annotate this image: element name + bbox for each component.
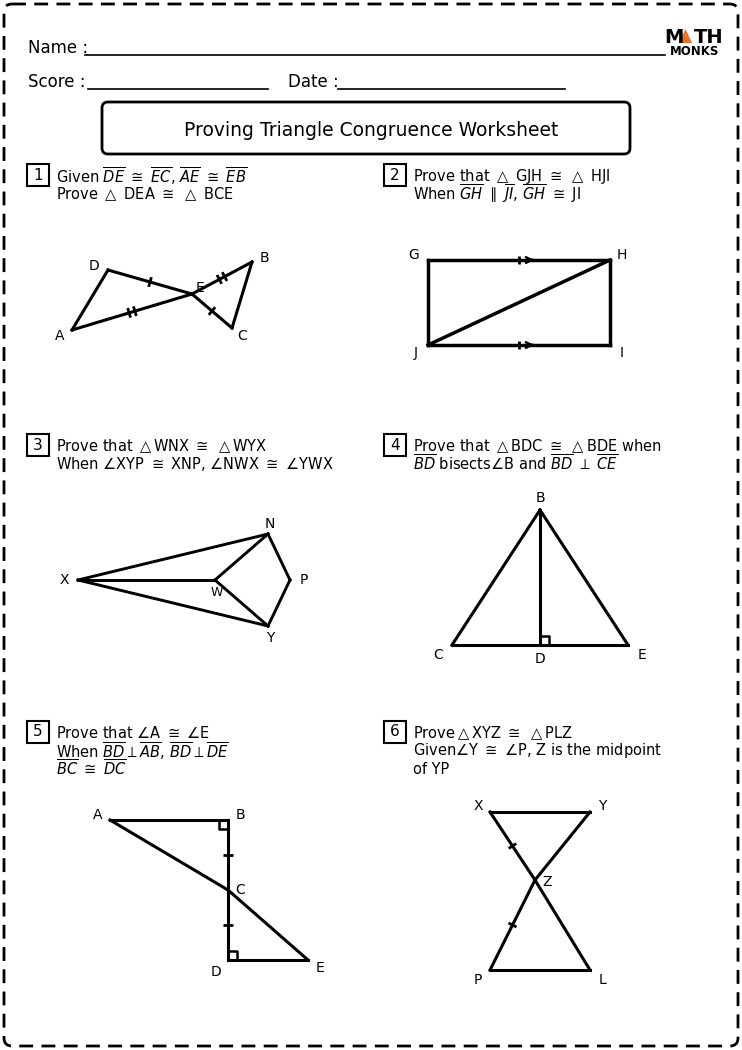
Text: Prove that $\triangle$ GJH $\cong$ $\triangle$ HJI: Prove that $\triangle$ GJH $\cong$ $\tri… <box>413 167 611 186</box>
Text: M: M <box>664 28 683 47</box>
Text: Prove $\triangle$ DEA $\cong$ $\triangle$ BCE: Prove $\triangle$ DEA $\cong$ $\triangle… <box>56 185 234 203</box>
FancyBboxPatch shape <box>102 102 630 154</box>
Text: D: D <box>211 965 221 979</box>
Text: W: W <box>211 587 223 600</box>
Text: C: C <box>433 648 443 662</box>
FancyBboxPatch shape <box>384 434 406 456</box>
Text: 1: 1 <box>33 168 43 183</box>
Text: B: B <box>259 251 269 265</box>
Text: Given $\overline{DE}$ $\cong$ $\overline{EC}$, $\overline{AE}$ $\cong$ $\overlin: Given $\overline{DE}$ $\cong$ $\overline… <box>56 165 247 187</box>
Text: A: A <box>93 808 102 822</box>
Text: Prove that $\triangle$BDC $\cong$ $\triangle$BDE when: Prove that $\triangle$BDC $\cong$ $\tria… <box>413 437 662 455</box>
Text: Score :: Score : <box>28 74 85 91</box>
Polygon shape <box>679 29 692 43</box>
Text: Prove that $\triangle$WNX $\cong$ $\triangle$WYX: Prove that $\triangle$WNX $\cong$ $\tria… <box>56 437 267 455</box>
FancyBboxPatch shape <box>27 721 49 743</box>
FancyBboxPatch shape <box>4 4 738 1046</box>
Text: J: J <box>414 346 418 360</box>
Text: Name :: Name : <box>28 39 88 57</box>
Text: Prove$\triangle$XYZ $\cong$ $\triangle$PLZ: Prove$\triangle$XYZ $\cong$ $\triangle$P… <box>413 724 573 742</box>
Text: B: B <box>235 808 245 822</box>
Text: of YP: of YP <box>413 761 449 777</box>
FancyBboxPatch shape <box>384 721 406 743</box>
Text: 6: 6 <box>390 724 400 739</box>
Text: D: D <box>88 259 99 273</box>
Text: Proving Triangle Congruence Worksheet: Proving Triangle Congruence Worksheet <box>184 121 558 140</box>
Text: X: X <box>59 573 69 587</box>
FancyBboxPatch shape <box>27 434 49 456</box>
Text: Prove that $\angle$A $\cong$ $\angle$E: Prove that $\angle$A $\cong$ $\angle$E <box>56 724 210 741</box>
Text: D: D <box>535 652 545 666</box>
Text: A: A <box>55 329 65 343</box>
Text: C: C <box>237 329 247 343</box>
Text: $\overline{BC}$ $\cong$ $\overline{DC}$: $\overline{BC}$ $\cong$ $\overline{DC}$ <box>56 759 127 779</box>
FancyBboxPatch shape <box>27 164 49 186</box>
Text: I: I <box>620 346 624 360</box>
Text: TH: TH <box>694 28 723 47</box>
Text: N: N <box>265 517 275 531</box>
Text: E: E <box>315 961 324 975</box>
Text: C: C <box>235 883 245 897</box>
Text: E: E <box>196 281 204 295</box>
Text: L: L <box>598 973 606 987</box>
Text: Y: Y <box>598 799 606 813</box>
Text: When $\angle$XYP $\cong$ XNP, $\angle$NWX $\cong$ $\angle$YWX: When $\angle$XYP $\cong$ XNP, $\angle$NW… <box>56 455 334 472</box>
Text: P: P <box>474 973 482 987</box>
Text: X: X <box>473 799 483 813</box>
Text: E: E <box>637 648 646 662</box>
Text: Date :: Date : <box>288 74 339 91</box>
Text: 4: 4 <box>390 438 400 453</box>
Text: $\overline{BD}$ bisects$\angle$B and $\overline{BD}$ $\perp$ $\overline{CE}$: $\overline{BD}$ bisects$\angle$B and $\o… <box>413 454 618 475</box>
Text: When $\overline{GH}$ $\parallel$ $\overline{JI}$, $\overline{GH}$ $\cong$ JI: When $\overline{GH}$ $\parallel$ $\overl… <box>413 183 581 206</box>
Text: H: H <box>617 248 627 262</box>
Text: G: G <box>409 248 419 262</box>
Text: MONKS: MONKS <box>670 45 720 58</box>
Text: When $\overline{BD}$$\perp$$\overline{AB}$, $\overline{BD}$$\perp$$\overline{DE}: When $\overline{BD}$$\perp$$\overline{AB… <box>56 740 229 762</box>
Text: 2: 2 <box>390 168 400 183</box>
Text: Given$\angle$Y $\cong$ $\angle$P, Z is the midpoint: Given$\angle$Y $\cong$ $\angle$P, Z is t… <box>413 741 662 760</box>
FancyBboxPatch shape <box>384 164 406 186</box>
Text: P: P <box>300 573 308 587</box>
Text: Z: Z <box>542 875 552 889</box>
Text: 3: 3 <box>33 438 43 453</box>
Text: 5: 5 <box>33 724 43 739</box>
Text: B: B <box>535 491 545 505</box>
Text: Y: Y <box>266 631 275 645</box>
